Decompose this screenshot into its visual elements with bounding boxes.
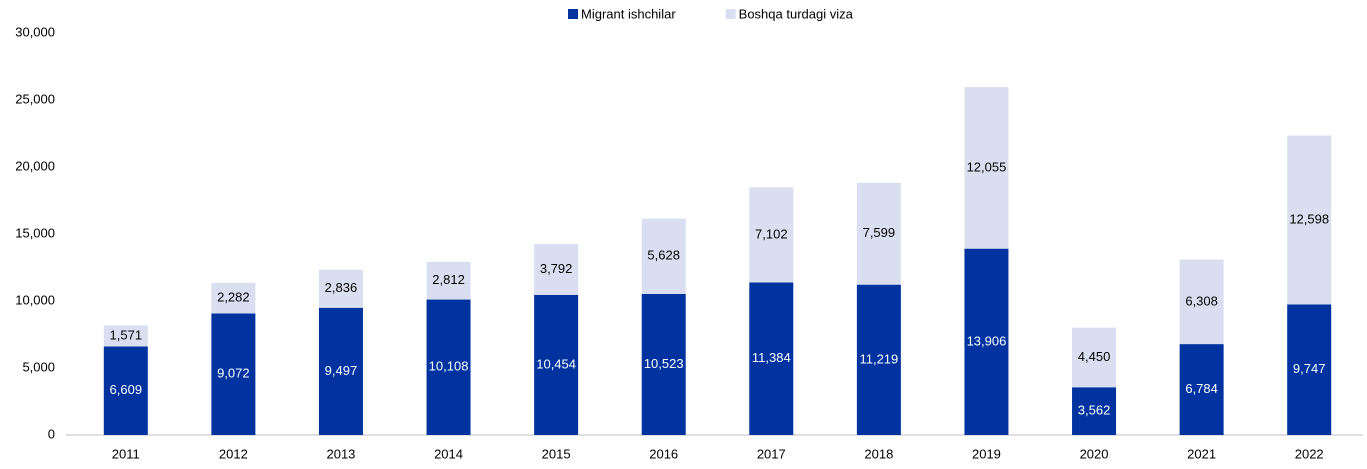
x-tick-label: 2011: [112, 446, 140, 461]
data-label: 5,628: [647, 248, 680, 263]
data-label: 7,599: [863, 225, 896, 240]
bar-segment: [964, 248, 1009, 435]
x-tick-label: 2017: [757, 446, 786, 461]
data-label: 10,108: [429, 359, 469, 374]
bar-segment: [1287, 304, 1332, 435]
bar-segment: [1179, 344, 1224, 435]
bar-segment: [534, 244, 579, 295]
x-tick-label: 2014: [434, 446, 463, 461]
data-label: 9,747: [1293, 361, 1326, 376]
data-label: 2,836: [325, 280, 358, 295]
data-label: 11,384: [752, 350, 791, 365]
bar-segment: [641, 293, 686, 435]
bar-segment: [856, 284, 901, 435]
y-tick-label: 0: [48, 426, 55, 441]
bar-segment: [318, 269, 363, 308]
data-label: 11,219: [859, 351, 898, 366]
data-label: 1,571: [110, 327, 143, 342]
y-tick-label: 10,000: [15, 292, 55, 307]
legend-swatch: [568, 9, 578, 19]
y-tick-label: 15,000: [15, 225, 55, 240]
bar-segment: [1072, 327, 1117, 388]
y-tick-label: 30,000: [15, 24, 55, 39]
bar-segment: [1287, 135, 1332, 305]
data-label: 6,308: [1185, 293, 1218, 308]
x-tick-label: 2013: [326, 446, 355, 461]
x-tick-label: 2018: [864, 446, 893, 461]
data-label: 6,784: [1185, 381, 1218, 396]
bar-segment: [103, 325, 148, 347]
data-label: 9,497: [325, 363, 358, 378]
data-label: 12,598: [1289, 211, 1329, 226]
bar-segment: [964, 87, 1009, 249]
x-tick-label: 2016: [649, 446, 678, 461]
bar-segment: [856, 182, 901, 285]
data-label: 3,792: [540, 261, 573, 276]
data-label: 12,055: [967, 159, 1007, 174]
bar-segment: [426, 299, 471, 435]
legend-swatch: [725, 9, 736, 19]
bar-segment: [749, 187, 794, 283]
data-label: 6,609: [110, 382, 143, 397]
data-label: 4,450: [1078, 349, 1111, 364]
x-tick-label: 2019: [972, 446, 1001, 461]
bar-segment: [211, 282, 256, 314]
y-tick-label: 25,000: [15, 91, 55, 106]
data-label: 9,072: [217, 366, 250, 381]
legend-label: Boshqa turdagi viza: [739, 6, 854, 21]
bar-segment: [318, 307, 363, 435]
legend-label: Migrant ishchilar: [581, 6, 676, 21]
x-tick-label: 2022: [1295, 446, 1324, 461]
x-tick-label: 2015: [542, 446, 571, 461]
bar-segment: [1179, 259, 1224, 345]
bar-segment: [534, 294, 579, 435]
x-tick-label: 2020: [1080, 446, 1109, 461]
data-label: 3,562: [1078, 403, 1111, 418]
data-label: 10,454: [536, 356, 576, 371]
data-label: 10,523: [644, 356, 684, 371]
bar-segment: [426, 261, 471, 300]
data-label: 2,282: [217, 290, 250, 305]
bar-segment: [749, 282, 794, 435]
data-label: 13,906: [967, 333, 1007, 348]
x-tick-label: 2021: [1187, 446, 1216, 461]
bar-segment: [103, 346, 148, 435]
bar-segment: [641, 218, 686, 294]
y-tick-label: 20,000: [15, 158, 55, 173]
bar-segment: [211, 313, 256, 435]
data-label: 7,102: [755, 226, 788, 241]
data-label: 2,812: [432, 272, 465, 287]
bar-segment: [1072, 387, 1117, 435]
y-tick-label: 5,000: [22, 359, 55, 374]
x-tick-label: 2012: [219, 446, 248, 461]
